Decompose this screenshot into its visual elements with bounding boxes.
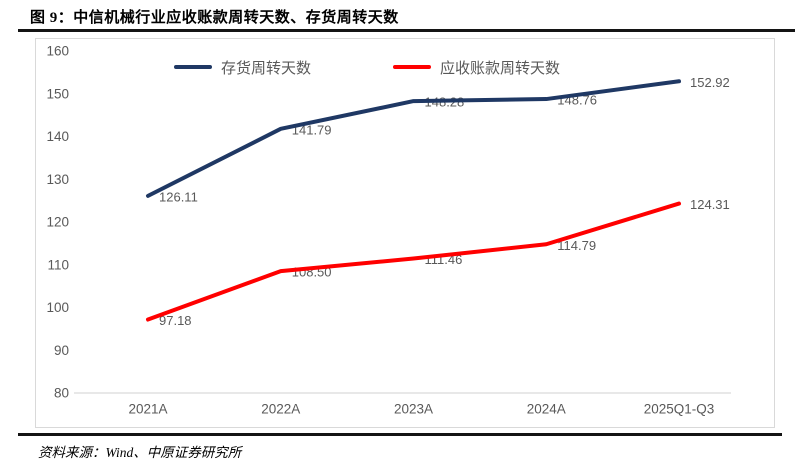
y-tick-label: 100 (46, 300, 69, 315)
figure-title: 图 9：中信机械行业应收账款周转天数、存货周转天数 (30, 10, 399, 26)
y-tick-label: 90 (54, 343, 69, 358)
y-tick-label: 150 (46, 86, 69, 101)
legend-label-inventory: 存货周转天数 (221, 59, 312, 77)
data-label: 152.92 (690, 75, 730, 90)
x-tick-label: 2025Q1-Q3 (644, 402, 715, 417)
data-label: 114.79 (557, 238, 596, 253)
series-line-1 (146, 201, 681, 322)
data-label: 97.18 (159, 313, 192, 328)
legend-item-inventory-days: 存货周转天数 (174, 57, 311, 77)
y-tick-label: 140 (46, 129, 69, 144)
legend-line-swatch-inventory (174, 65, 212, 69)
x-tick-label: 2023A (394, 402, 433, 417)
footer-divider (18, 433, 782, 436)
x-tick-label: 2024A (527, 402, 566, 417)
y-tick-label: 110 (47, 257, 69, 272)
series-line-0 (146, 79, 681, 198)
chart-panel: 存货周转天数 应收账款周转天数 80 90 100 110 120 130 140 150 16… (35, 38, 775, 428)
data-label: 126.11 (159, 189, 198, 204)
data-label: 124.31 (690, 197, 730, 212)
legend-label-receivables: 应收账款周转天数 (440, 59, 561, 77)
line-chart: 80 90 100 110 120 130 140 150 160 2021A 2022A 2023A… (46, 44, 731, 417)
x-tick-label: 2022A (261, 402, 300, 417)
title-divider (18, 29, 795, 32)
legend-line-swatch-receivables (393, 65, 432, 69)
source-note: 资料来源：Wind、中原证券研究所 (38, 445, 242, 460)
x-tick-label: 2021A (128, 402, 167, 417)
y-tick-label: 130 (46, 172, 69, 187)
chart-legend: 存货周转天数 应收账款周转天数 (174, 57, 560, 77)
legend-item-receivables-days: 应收账款周转天数 (393, 57, 560, 77)
y-tick-label: 80 (54, 386, 69, 401)
y-tick-label: 160 (46, 44, 69, 59)
y-tick-label: 120 (46, 215, 69, 230)
